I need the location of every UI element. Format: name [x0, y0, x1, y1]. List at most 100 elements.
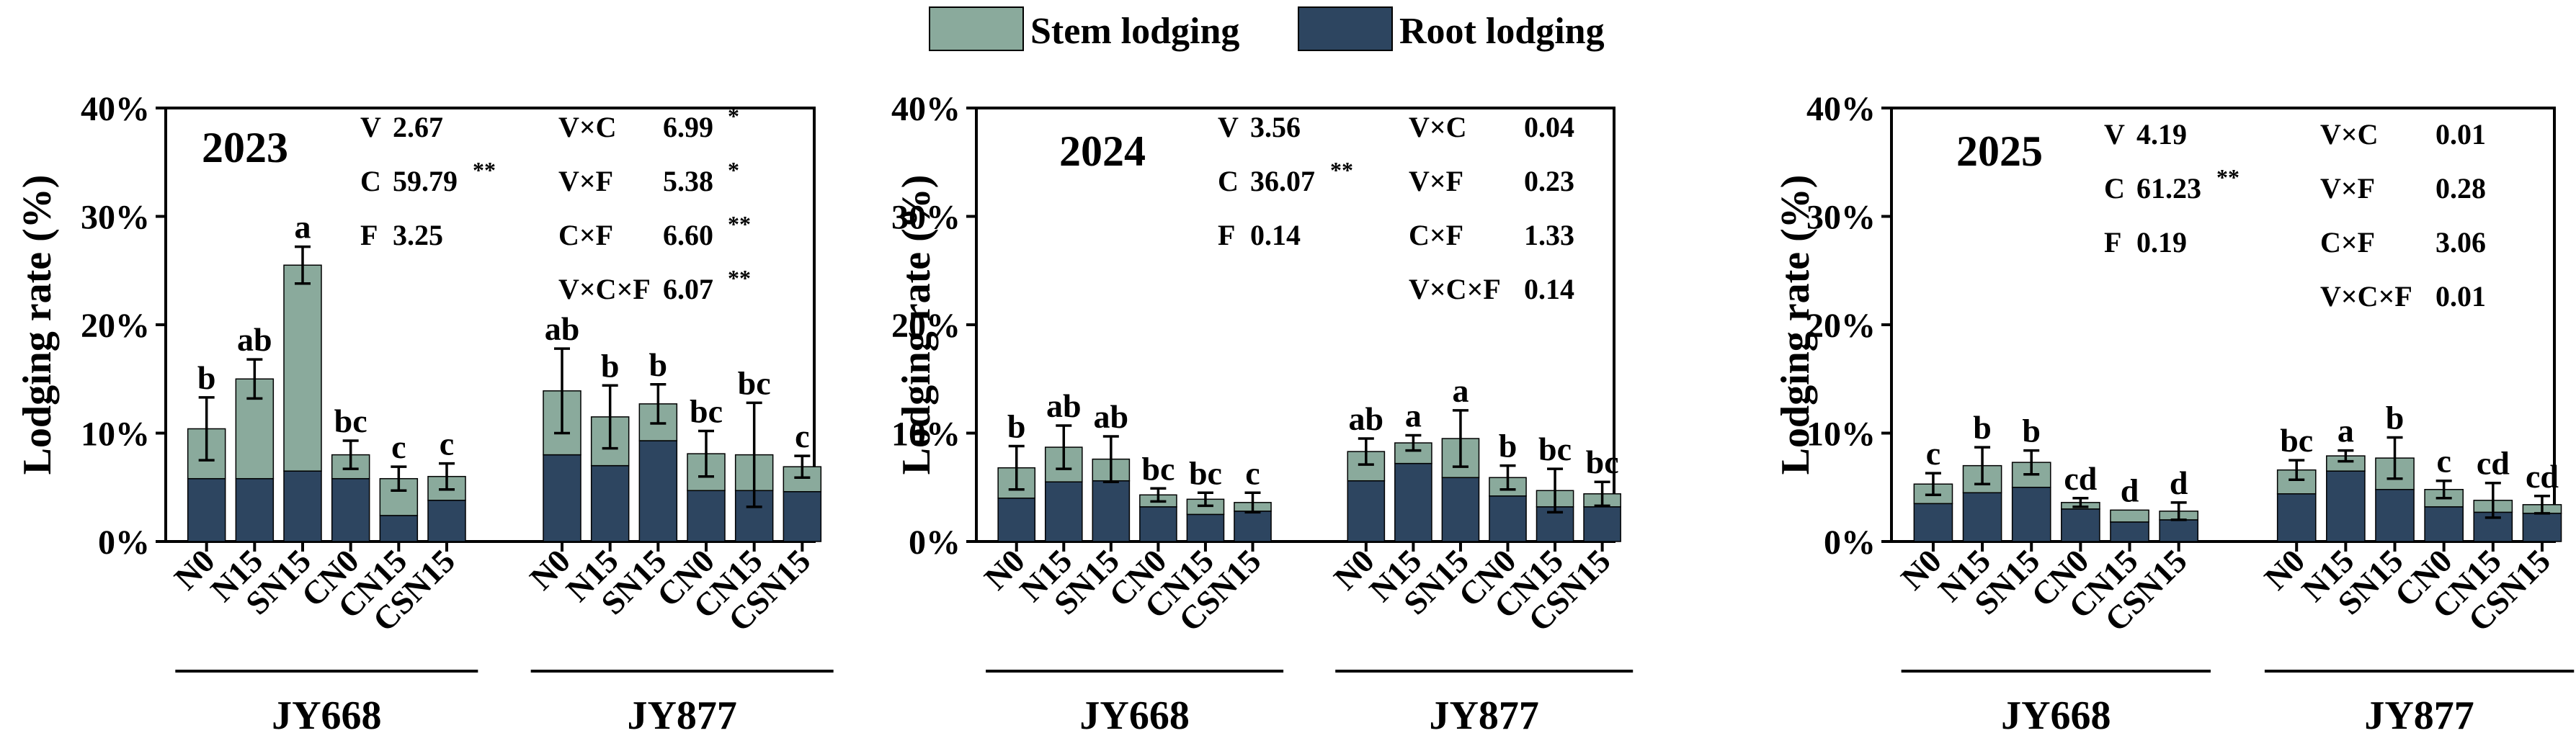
bar-root-lodging — [1347, 480, 1386, 542]
stat-value: 0.01 — [2435, 118, 2486, 150]
legend: Stem lodging Root lodging — [929, 6, 1605, 52]
significance-letter: c — [795, 418, 809, 454]
stat-significance: ** — [473, 157, 496, 183]
significance-letter: a — [295, 209, 311, 246]
group-label: JY668 — [2001, 693, 2111, 738]
bar-root-lodging — [1583, 506, 1621, 542]
stat-factor-label: C — [1218, 165, 1239, 197]
bar-root-lodging — [2061, 508, 2100, 542]
significance-letter: bc — [1189, 454, 1222, 491]
significance-letter: b — [1973, 409, 1992, 446]
bar-stem-lodging — [283, 264, 322, 472]
significance-letter: b — [2022, 413, 2041, 449]
y-axis-label: Lodging rate (%) — [1773, 175, 1818, 475]
stat-interaction-label: V×F — [1409, 165, 1463, 197]
significance-letter: ab — [237, 321, 272, 358]
significance-letter: bc — [690, 392, 723, 429]
significance-letter: cd — [2064, 460, 2097, 497]
y-tick-label: 20% — [891, 307, 961, 345]
stat-significance: ** — [2216, 164, 2239, 190]
significance-letter: b — [1499, 428, 1517, 464]
stat-value: 0.23 — [1524, 165, 1574, 197]
stat-interaction-label: V×C×F — [2320, 280, 2412, 313]
significance-letter: bc — [1538, 431, 1572, 467]
panel-year-label: 2025 — [1956, 127, 2043, 175]
stat-value: 2.67 — [393, 111, 443, 143]
significance-letter: bc — [738, 364, 771, 401]
bar-root-lodging — [638, 440, 678, 542]
y-tick-label: 40% — [81, 90, 150, 128]
stat-value: 6.60 — [663, 219, 713, 251]
chart-panel-2023: 0%10%20%30%40%Lodging rate (%) bN0abN15aS… — [15, 90, 834, 738]
stat-factor-label: C — [360, 165, 381, 197]
bar-root-lodging — [2326, 470, 2366, 542]
group-label: JY877 — [2364, 693, 2474, 738]
stat-significance: ** — [1330, 157, 1353, 183]
stat-interaction-label: V×F — [2320, 172, 2375, 205]
bar-root-lodging — [427, 500, 466, 542]
significance-letter: d — [2170, 464, 2188, 501]
stat-value: 59.79 — [393, 165, 458, 197]
significance-letter: c — [440, 426, 454, 462]
stat-significance: * — [728, 103, 739, 129]
stat-interaction-label: V×F — [558, 165, 613, 197]
stat-value: 36.07 — [1250, 165, 1315, 197]
bar-root-lodging — [1139, 506, 1177, 542]
bar-root-lodging — [1234, 511, 1272, 542]
bar-root-lodging — [2375, 489, 2415, 542]
bar-root-lodging — [187, 477, 226, 542]
significance-letter: b — [2386, 400, 2405, 436]
y-tick-label: 0% — [1824, 523, 1876, 562]
bar-root-lodging — [1913, 503, 1953, 542]
bar-root-lodging — [2276, 493, 2317, 542]
stat-value: 0.14 — [1524, 273, 1574, 305]
significance-letter: ab — [545, 310, 580, 347]
significance-letter: bc — [1141, 450, 1175, 487]
stat-value: 3.25 — [393, 219, 443, 251]
bar-root-lodging — [2522, 513, 2562, 542]
group-label: JY877 — [1429, 693, 1538, 738]
bar-root-lodging — [1962, 492, 2002, 542]
legend-swatch-root — [1298, 6, 1393, 51]
significance-letter: a — [1452, 372, 1469, 409]
bar-stem-lodging — [2110, 509, 2149, 523]
legend-swatch-stem — [929, 6, 1024, 51]
y-tick-label: 30% — [81, 199, 150, 237]
bar-root-lodging — [1489, 495, 1527, 542]
significance-letter: bc — [334, 403, 367, 439]
stat-value: 0.19 — [2136, 226, 2187, 259]
panel-year-label: 2023 — [202, 124, 288, 171]
significance-letter: bc — [2280, 422, 2313, 459]
stat-value: 6.99 — [663, 111, 713, 143]
significance-letter: b — [649, 346, 668, 383]
stat-factor-label: F — [2104, 226, 2121, 259]
stat-interaction-label: V×C×F — [1409, 273, 1501, 305]
y-tick-label: 40% — [891, 90, 961, 128]
stat-factor-label: V — [360, 111, 381, 143]
significance-letter: b — [1007, 408, 1026, 445]
bar-root-lodging — [379, 515, 419, 542]
significance-letter: b — [601, 347, 620, 384]
group-label: JY668 — [1079, 693, 1189, 738]
stat-significance: ** — [728, 265, 751, 291]
legend-label-stem: Stem lodging — [1030, 11, 1239, 52]
stat-value: 5.38 — [663, 165, 713, 197]
bar-root-lodging — [2424, 506, 2464, 542]
bar-root-lodging — [997, 498, 1036, 542]
stat-value: 1.33 — [1524, 219, 1574, 251]
bar-root-lodging — [2110, 521, 2149, 542]
significance-letter: a — [1405, 397, 1422, 434]
stat-interaction-label: C×F — [1409, 219, 1463, 251]
bar-root-lodging — [2159, 519, 2198, 542]
bar-root-lodging — [331, 477, 370, 542]
stat-factor-label: V — [2104, 118, 2125, 150]
stat-interaction-label: C×F — [2320, 226, 2375, 259]
bar-root-lodging — [590, 464, 630, 542]
stat-value: 3.56 — [1250, 111, 1301, 143]
y-tick-label: 10% — [891, 415, 961, 454]
y-tick-label: 10% — [81, 415, 150, 454]
y-tick-label: 30% — [1806, 199, 1876, 237]
bar-root-lodging — [283, 470, 322, 542]
bar-root-lodging — [543, 454, 581, 542]
